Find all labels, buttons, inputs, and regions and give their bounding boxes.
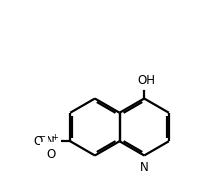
Text: N: N — [140, 161, 149, 175]
Text: +: + — [52, 133, 58, 142]
Text: O: O — [33, 135, 43, 148]
Text: −: − — [38, 133, 46, 142]
Text: O: O — [46, 147, 55, 161]
Text: N: N — [46, 135, 55, 148]
Text: OH: OH — [137, 74, 155, 87]
